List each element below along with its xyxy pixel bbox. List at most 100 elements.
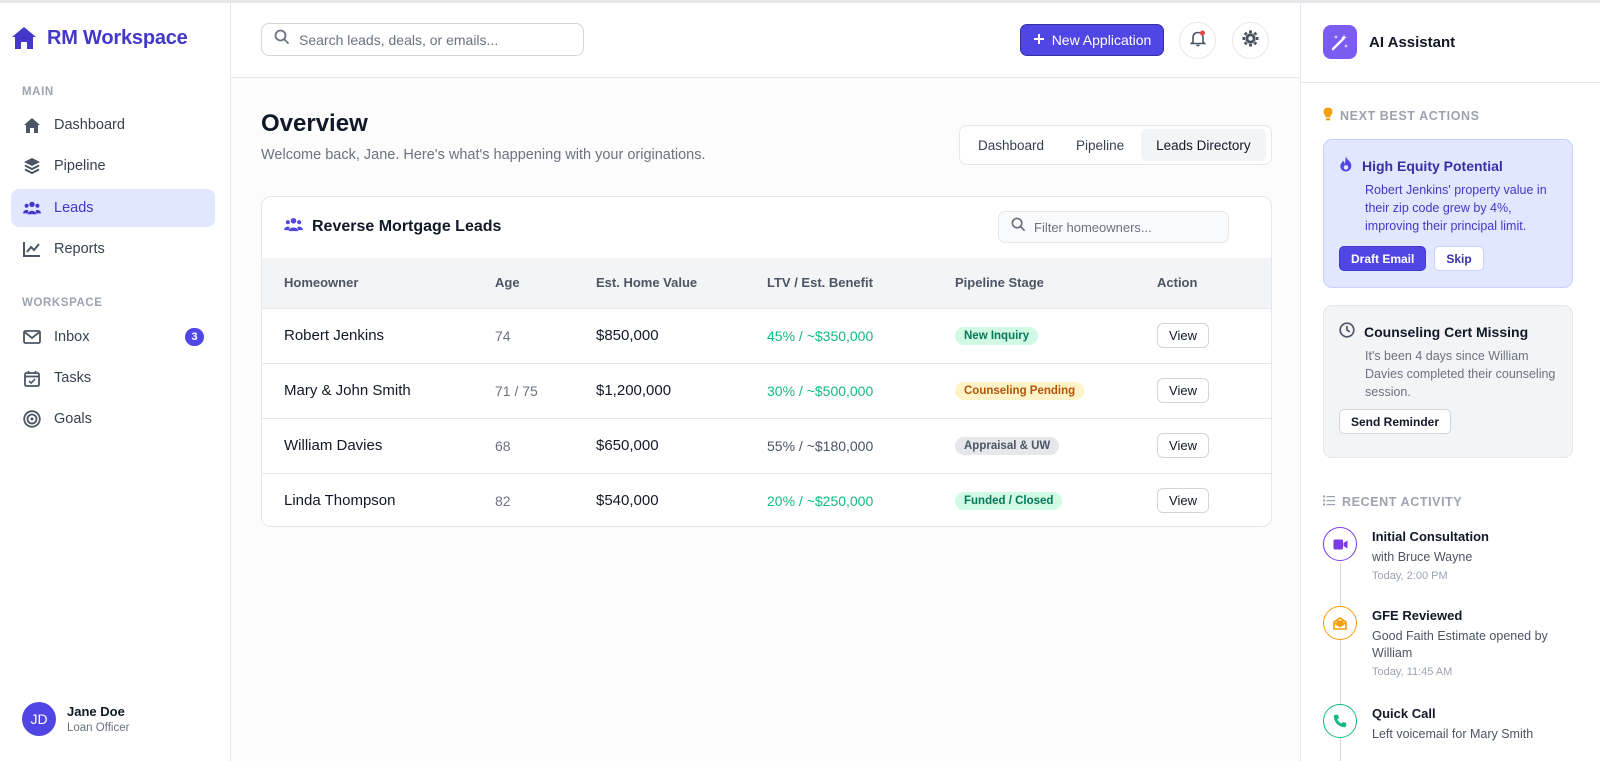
stage-cell: Funded / Closed (933, 473, 1135, 526)
table-row[interactable]: Linda Thompson 82 $540,000 20% / ~$250,0… (262, 473, 1271, 526)
action-card-buttons: Draft Email Skip (1339, 246, 1484, 271)
gear-icon (1242, 30, 1259, 52)
search-input[interactable] (299, 31, 569, 48)
leads-card-title: Reverse Mortgage Leads (284, 217, 501, 237)
leads-table: Homeowner Age Est. Home Value LTV / Est.… (262, 258, 1271, 526)
user-name: Jane Doe (67, 704, 125, 719)
table-row[interactable]: Robert Jenkins 74 $850,000 45% / ~$350,0… (262, 308, 1271, 363)
magic-wand-icon (1323, 25, 1357, 59)
stage-cell: Counseling Pending (933, 363, 1135, 418)
tab-dashboard[interactable]: Dashboard (978, 137, 1045, 153)
column-header[interactable]: Est. Home Value (596, 275, 698, 291)
brand-name: RM Workspace (47, 26, 188, 49)
sidebar-item-label: Leads (54, 200, 94, 216)
column-header[interactable]: LTV / Est. Benefit (767, 275, 873, 291)
sidebar-item-inbox[interactable]: Inbox 3 (11, 318, 215, 356)
search-icon (274, 29, 290, 50)
column-header[interactable]: Age (495, 275, 520, 291)
notifications-button[interactable] (1179, 22, 1216, 59)
view-button[interactable]: View (1157, 323, 1209, 348)
column-header[interactable]: Pipeline Stage (955, 275, 1044, 291)
inbox-count-badge: 3 (185, 328, 204, 346)
ltv-cell: 55% / ~$180,000 (767, 437, 874, 454)
activity-description: Good Faith Estimate opened by William (1372, 629, 1548, 660)
action-cell: View (1135, 418, 1271, 473)
action-card-title: High Equity Potential (1339, 156, 1557, 175)
target-icon (23, 410, 41, 428)
send-reminder-button[interactable]: Send Reminder (1339, 409, 1452, 434)
status-badge: Funded / Closed (955, 492, 1063, 511)
bell-icon (1189, 30, 1206, 52)
action-cell: View (1135, 473, 1271, 526)
tab-leads-directory[interactable]: Leads Directory (1141, 129, 1266, 161)
lightbulb-icon (1323, 107, 1333, 124)
homeowner-cell: Mary & John Smith (284, 382, 411, 399)
ai-assistant-title: AI Assistant (1369, 34, 1456, 51)
home-value-cell: $540,000 (596, 492, 659, 510)
sidebar: RM Workspace MAIN Dashboard Pipeline Lea… (0, 3, 231, 761)
fire-icon (1339, 156, 1353, 175)
table-row[interactable]: Mary & John Smith 71 / 75 $1,200,000 30%… (262, 363, 1271, 418)
action-card-description: Robert Jenkins' property value in their … (1365, 183, 1547, 233)
filter-input[interactable] (1034, 219, 1224, 235)
section-label-workspace: WORKSPACE (22, 297, 103, 309)
video-icon (1323, 527, 1357, 561)
view-button[interactable]: View (1157, 378, 1209, 403)
homeowner-filter[interactable] (998, 211, 1229, 243)
layers-icon (23, 157, 41, 175)
table-row[interactable]: William Davies 68 $650,000 55% / ~$180,0… (262, 418, 1271, 473)
user-profile[interactable]: JD Jane Doe Loan Officer (22, 702, 129, 736)
plus-icon (1033, 32, 1045, 48)
sidebar-item-leads[interactable]: Leads (11, 189, 215, 227)
skip-button[interactable]: Skip (1434, 246, 1484, 271)
sidebar-item-tasks[interactable]: Tasks (11, 359, 215, 397)
phone-icon (1323, 704, 1357, 738)
status-badge: New Inquiry (955, 327, 1039, 345)
column-header[interactable]: Homeowner (284, 275, 359, 291)
sidebar-item-goals[interactable]: Goals (11, 400, 215, 438)
homeowner-cell: Robert Jenkins (284, 327, 385, 344)
tab-pipeline[interactable]: Pipeline (1076, 137, 1125, 153)
view-button[interactable]: View (1157, 488, 1209, 514)
chart-line-icon (23, 240, 41, 258)
recent-activity-label: RECENT ACTIVITY (1323, 495, 1462, 509)
home-value-cell: $650,000 (596, 437, 659, 454)
activity-time: Today, 11:45 AM (1372, 666, 1453, 678)
new-application-label: New Application (1051, 32, 1152, 48)
home-logo-icon (11, 26, 37, 50)
ai-assistant-header: AI Assistant (1301, 3, 1600, 83)
action-card-high-equity: High Equity Potential Robert Jenkins' pr… (1323, 139, 1573, 288)
new-application-button[interactable]: New Application (1020, 24, 1164, 56)
column-header: Action (1157, 275, 1198, 291)
user-role: Loan Officer (67, 722, 130, 734)
age-cell: 68 (495, 437, 511, 454)
stage-cell: New Inquiry (933, 308, 1135, 363)
sidebar-item-label: Reports (54, 241, 105, 257)
top-border (0, 0, 1600, 3)
sidebar-item-reports[interactable]: Reports (11, 230, 215, 268)
settings-button[interactable] (1232, 22, 1269, 59)
section-label-main: MAIN (22, 86, 54, 98)
sidebar-item-dashboard[interactable]: Dashboard (11, 106, 215, 144)
view-button[interactable]: View (1157, 433, 1209, 458)
timeline-line (1340, 563, 1341, 761)
draft-email-button[interactable]: Draft Email (1339, 246, 1427, 271)
sidebar-item-label: Inbox (54, 329, 90, 345)
action-card-description: It's been 4 days since William Davies co… (1365, 349, 1556, 399)
age-cell: 74 (495, 327, 511, 344)
homeowner-cell: Linda Thompson (284, 492, 396, 510)
status-badge: Appraisal & UW (955, 437, 1060, 455)
age-cell: 82 (495, 492, 511, 509)
brand[interactable]: RM Workspace (11, 26, 188, 50)
leads-title-text: Reverse Mortgage Leads (312, 218, 502, 235)
sidebar-item-pipeline[interactable]: Pipeline (11, 147, 215, 185)
action-card-counseling: Counseling Cert Missing It's been 4 days… (1323, 305, 1573, 458)
stage-cell: Appraisal & UW (933, 418, 1135, 473)
users-icon (284, 217, 303, 237)
calendar-check-icon (23, 369, 41, 387)
global-search[interactable] (261, 23, 584, 56)
ai-assistant-panel: AI Assistant NEXT BEST ACTIONS High Equi… (1300, 3, 1600, 761)
clock-icon (1339, 322, 1355, 341)
activity-title: GFE Reviewed (1372, 608, 1463, 623)
users-icon (23, 199, 41, 217)
